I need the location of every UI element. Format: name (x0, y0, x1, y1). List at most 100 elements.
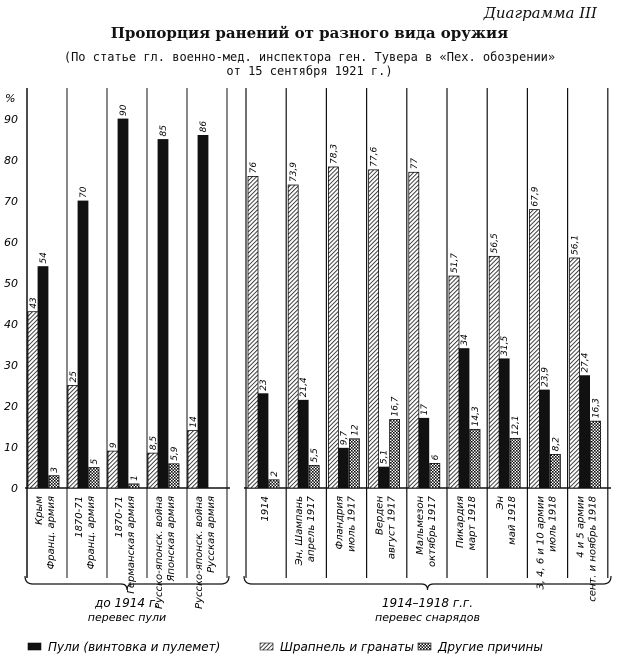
y-tick-label: 50 (4, 277, 18, 290)
bar-shrapnel (107, 450, 119, 489)
bar-shrapnel (529, 209, 540, 489)
bar-shrapnel (448, 275, 460, 489)
legend-label: Другие причины (437, 640, 543, 654)
bar-other (308, 465, 320, 489)
bar-bullets (157, 139, 169, 489)
bar-bullets (77, 200, 89, 489)
data-label-shrapnel: 67,9 (530, 186, 540, 206)
data-label-bullets: 17 (420, 404, 430, 416)
group-note: перевес пули (88, 611, 166, 624)
y-tick-label: 0 (11, 482, 18, 495)
data-label-shrapnel: 56,5 (490, 233, 500, 253)
bar-shrapnel (27, 311, 39, 489)
bar-other (429, 462, 441, 489)
category-label: Русская армия (206, 496, 217, 573)
y-tick-label: 20 (4, 400, 18, 413)
bar-shrapnel (67, 385, 79, 489)
y-tick-label: 10 (4, 441, 18, 454)
data-label-other: 12 (350, 424, 360, 436)
bar-bullets (378, 466, 390, 489)
bar-shrapnel (327, 166, 339, 489)
category-label: 4 и 5 армии (576, 496, 587, 558)
data-label-shrapnel: 14 (189, 416, 199, 428)
group-label: до 1914 г. (94, 596, 159, 610)
data-label-shrapnel: 8,5 (149, 436, 159, 451)
bar-other (590, 420, 601, 489)
legend-swatch (259, 642, 274, 651)
legend-label: Пули (винтовка и пулемет) (48, 640, 220, 654)
bar-other (550, 453, 561, 489)
data-label-shrapnel: 76 (249, 162, 259, 174)
bar-bullets (297, 399, 309, 489)
data-label-other: 12,1 (511, 415, 521, 435)
bar-bullets (337, 447, 349, 489)
y-axis-unit: % (5, 92, 15, 105)
data-label-shrapnel: 56,1 (571, 235, 581, 255)
category-label: Крым (34, 496, 45, 525)
category-label: сент. и ноябрь 1918 (587, 496, 599, 602)
y-tick-label: 70 (4, 195, 18, 208)
data-label-other: 5,9 (170, 446, 180, 461)
bar-shrapnel (408, 171, 420, 489)
bar-bullets (418, 417, 430, 489)
bar-shrapnel (569, 257, 580, 489)
data-label-bullets: 23,9 (540, 367, 550, 387)
category-label: 1870-71 (114, 496, 125, 538)
data-label-bullets: 85 (159, 125, 169, 137)
category-label: июль 1917 (346, 495, 357, 551)
bar-other (509, 437, 521, 489)
bar-shrapnel (488, 255, 500, 489)
bar-bullets (579, 375, 590, 489)
category-label: Франц. армия (86, 496, 97, 569)
bar-shrapnel (247, 175, 259, 489)
y-tick-label: 90 (4, 113, 18, 126)
data-label-bullets: 34 (460, 334, 470, 346)
category-label: Эн, Шампань (294, 496, 305, 566)
bar-shrapnel (368, 169, 380, 489)
bar-bullets (197, 134, 209, 489)
category-label: Франц. армия (46, 496, 57, 569)
data-label-other: 3 (50, 467, 60, 473)
data-label-bullets: 21,4 (299, 377, 309, 397)
y-tick-label: 40 (4, 318, 18, 331)
data-label-bullets: 5,1 (380, 450, 390, 464)
data-label-bullets: 90 (119, 104, 129, 116)
category-label: Верден (375, 496, 386, 535)
data-label-other: 8,2 (551, 437, 561, 452)
category-label: октябрь 1917 (426, 495, 438, 567)
group-label: 1914–1918 г.г. (382, 596, 473, 610)
data-label-shrapnel: 43 (29, 297, 39, 309)
data-label-shrapnel: 9 (109, 442, 119, 448)
category-label: Германская армия (126, 496, 137, 594)
bar-bullets (257, 393, 269, 489)
legend-swatch (27, 642, 42, 651)
bar-other (128, 483, 140, 489)
data-label-other: 5 (90, 459, 100, 465)
data-label-other: 14,3 (471, 406, 481, 426)
bar-shrapnel (187, 430, 199, 489)
bar-other (389, 419, 401, 489)
diagram-number: Диаграмма III (483, 4, 597, 22)
bar-shrapnel (287, 184, 299, 489)
category-label: 1914 (260, 496, 271, 521)
bar-other (348, 438, 360, 489)
data-label-other: 16,7 (391, 396, 401, 416)
category-label: Фландрия (334, 496, 345, 549)
y-tick-label: 30 (4, 359, 18, 372)
bar-other (88, 467, 100, 489)
legend-swatch (417, 642, 432, 651)
data-label-bullets: 27,4 (581, 352, 591, 372)
data-label-other: 16,3 (592, 398, 602, 418)
category-label: март 1918 (467, 496, 478, 550)
bar-other (48, 475, 60, 489)
data-label-shrapnel: 77,6 (370, 147, 380, 167)
bar-other (268, 479, 280, 489)
data-label-shrapnel: 77 (410, 158, 420, 170)
data-label-bullets: 23 (259, 379, 269, 391)
category-label: Эн (495, 496, 506, 511)
data-label-bullets: 70 (79, 186, 89, 198)
group-note: перевес снарядов (375, 611, 480, 624)
data-label-bullets: 54 (39, 252, 49, 264)
bar-bullets (458, 348, 470, 489)
